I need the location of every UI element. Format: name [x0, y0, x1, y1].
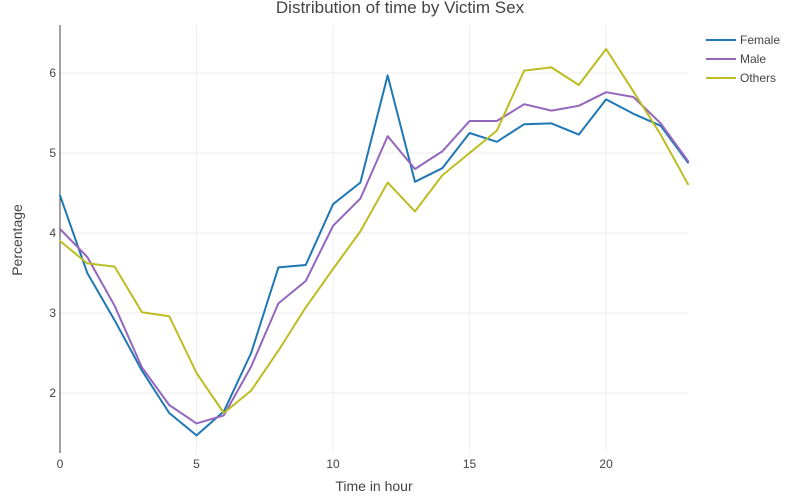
x-tick-label: 15 [463, 457, 477, 471]
chart-title: Distribution of time by Victim Sex [276, 0, 525, 17]
series-layer [59, 48, 689, 437]
x-tick-label: 10 [326, 457, 340, 471]
y-axis-label: Percentage [9, 204, 25, 276]
legend-item-others[interactable]: Others [706, 71, 776, 85]
x-tick-label: 0 [57, 457, 64, 471]
y-tick-label: 2 [49, 386, 56, 400]
legend-item-male[interactable]: Male [706, 52, 766, 66]
legend[interactable]: Female Male Others [706, 33, 780, 85]
axis-layer: 2 3 4 5 6 0 5 10 15 20 [49, 25, 613, 471]
x-axis-label: Time in hour [335, 478, 413, 494]
y-tick-label: 4 [49, 226, 56, 240]
series-line-female [59, 74, 689, 437]
series-line-others [59, 48, 689, 414]
x-tick-label: 20 [599, 457, 613, 471]
legend-item-female[interactable]: Female [706, 33, 780, 47]
legend-label: Male [740, 52, 766, 66]
legend-label: Others [740, 71, 776, 85]
y-tick-label: 3 [49, 306, 56, 320]
x-tick-label: 5 [193, 457, 200, 471]
legend-label: Female [740, 33, 780, 47]
grid-layer [60, 25, 688, 453]
series-line-male [59, 91, 689, 425]
y-tick-label: 5 [49, 146, 56, 160]
y-tick-label: 6 [49, 66, 56, 80]
